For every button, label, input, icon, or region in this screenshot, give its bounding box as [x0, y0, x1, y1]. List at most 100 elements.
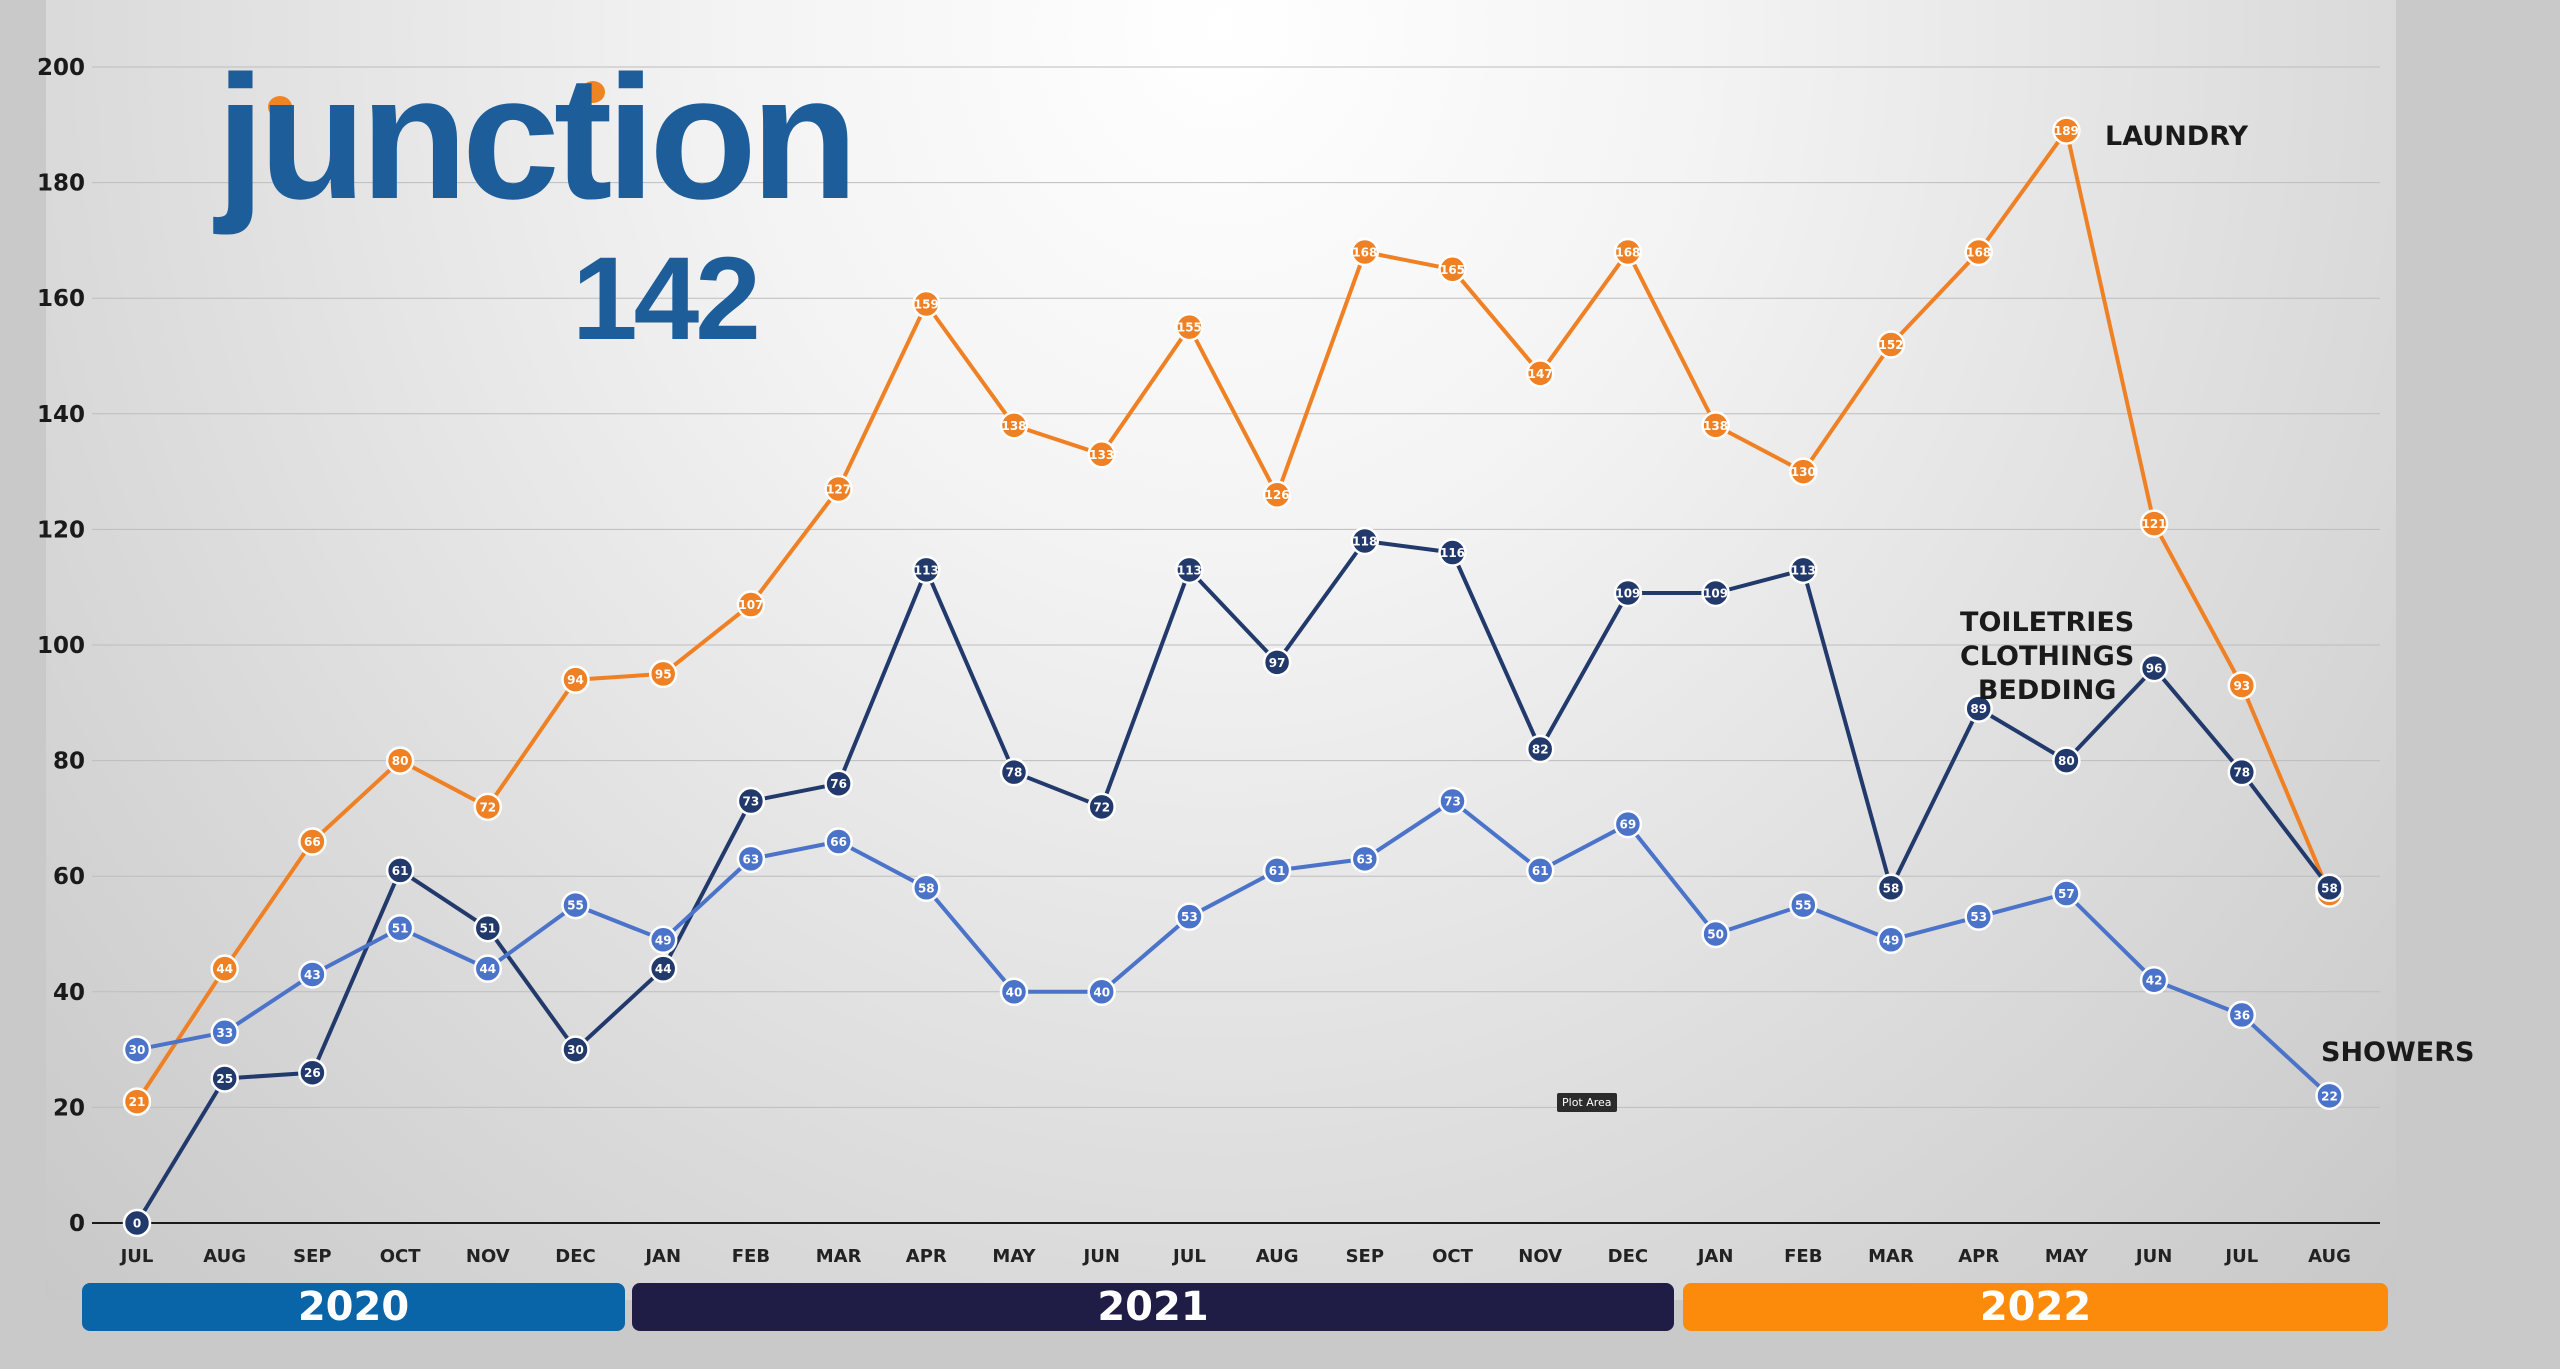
- laundry-data-label: 168: [1966, 245, 1991, 259]
- showers-data-label: 61: [1269, 864, 1286, 878]
- x-tick-label: JUL: [119, 1246, 154, 1267]
- toiletries-data-label: 82: [1532, 743, 1549, 757]
- toiletries-data-label: 80: [2058, 754, 2075, 768]
- y-tick-label: 200: [37, 55, 85, 81]
- laundry-data-label: 80: [392, 754, 409, 768]
- showers-data-label: 63: [743, 852, 760, 866]
- showers-data-label: 66: [830, 835, 847, 849]
- showers-data-label: 43: [304, 968, 321, 982]
- toiletries-point: [1613, 578, 1643, 608]
- toiletries-point: [210, 1064, 239, 1093]
- showers-point: [824, 827, 853, 856]
- x-tick-label: SEP: [293, 1246, 331, 1267]
- toiletries-point: [2227, 757, 2257, 787]
- showers-point: [1789, 890, 1818, 920]
- laundry-point: [1175, 312, 1204, 342]
- laundry-data-label: 66: [304, 835, 321, 849]
- toiletries-label-line: TOILETRIES: [1960, 607, 2135, 638]
- y-tick-label: 100: [37, 633, 85, 659]
- laundry-point: [561, 665, 590, 694]
- laundry-data-label: 126: [1265, 488, 1290, 502]
- showers-point: [1613, 809, 1643, 839]
- x-tick-label: MAR: [1868, 1246, 1914, 1267]
- showers-point: [210, 1018, 239, 1047]
- toiletries-data-label: 113: [914, 563, 939, 577]
- bedding-label-line: BEDDING: [1977, 675, 2117, 706]
- toiletries-point: [1262, 648, 1292, 677]
- laundry-data-label: 138: [1703, 419, 1728, 433]
- year-band-2021: 2021: [632, 1283, 1674, 1331]
- showers-point: [1876, 925, 1906, 955]
- toiletries-data-label: 58: [1883, 881, 1900, 895]
- y-tick-label: 160: [37, 286, 85, 312]
- showers-point: [648, 925, 678, 955]
- showers-point: [2227, 1000, 2257, 1030]
- showers-data-label: 55: [567, 899, 584, 913]
- toiletries-data-label: 109: [1703, 586, 1728, 600]
- y-tick-label: 180: [37, 171, 85, 197]
- laundry-data-label: 121: [2142, 517, 2167, 531]
- laundry-data-label: 165: [1440, 263, 1465, 277]
- laundry-point: [1876, 330, 1906, 359]
- showers-point: [385, 913, 415, 943]
- laundry-point: [2139, 509, 2169, 538]
- toiletries-point: [1876, 873, 1906, 903]
- laundry-point: [1262, 480, 1292, 509]
- showers-series-label: SHOWERS: [2321, 1037, 2475, 1068]
- showers-data-label: 61: [1532, 864, 1549, 878]
- showers-point: [2315, 1081, 2344, 1111]
- y-tick-label: 40: [53, 980, 85, 1006]
- laundry-point: [473, 792, 503, 822]
- showers-point: [736, 844, 766, 874]
- laundry-data-label: 155: [1177, 321, 1202, 335]
- toiletries-data-label: 26: [304, 1066, 321, 1080]
- toiletries-point: [2052, 746, 2081, 775]
- y-tick-label: 120: [37, 517, 85, 543]
- x-tick-label: SEP: [1346, 1246, 1384, 1267]
- showers-point: [1350, 844, 1380, 874]
- laundry-point: [2227, 671, 2257, 700]
- x-tick-label: NOV: [1518, 1246, 1562, 1267]
- x-tick-label: MAY: [2045, 1246, 2089, 1267]
- y-tick-label: 20: [53, 1095, 85, 1121]
- toiletries-data-label: 72: [1093, 800, 1110, 814]
- showers-point: [1262, 856, 1292, 885]
- toiletries-point: [2139, 653, 2169, 683]
- toiletries-point: [122, 1208, 152, 1238]
- showers-data-label: 73: [1444, 795, 1461, 809]
- toiletries-point: [561, 1035, 590, 1064]
- showers-point: [122, 1035, 152, 1064]
- toiletries-point: [1087, 792, 1116, 822]
- showers-point: [999, 977, 1029, 1007]
- toiletries-data-label: 73: [743, 795, 760, 809]
- year-band-2020: 2020: [82, 1283, 625, 1331]
- toiletries-data-label: 78: [2233, 766, 2250, 780]
- toiletries-point: [2315, 873, 2344, 903]
- toiletries-point: [385, 856, 415, 885]
- toiletries-data-label: 61: [392, 864, 409, 878]
- laundry-data-label: 127: [826, 482, 851, 496]
- laundry-data-label: 189: [2054, 124, 2079, 138]
- toiletries-data-label: 51: [479, 922, 496, 936]
- laundry-point: [736, 590, 766, 619]
- laundry-series-label: LAUNDRY: [2105, 121, 2249, 152]
- toiletries-data-label: 30: [567, 1043, 584, 1057]
- showers-point: [1525, 856, 1555, 885]
- x-tick-label: DEC: [1608, 1246, 1648, 1267]
- toiletries-data-label: 113: [1177, 563, 1202, 577]
- laundry-data-label: 44: [216, 962, 233, 976]
- showers-point: [2139, 965, 2169, 995]
- laundry-point: [999, 411, 1029, 440]
- laundry-point: [1350, 237, 1380, 267]
- x-tick-label: APR: [906, 1246, 947, 1267]
- toiletries-data-label: 118: [1352, 534, 1377, 548]
- toiletries-data-label: 116: [1440, 546, 1465, 560]
- laundry-point: [1964, 237, 1993, 267]
- toiletries-point: [1438, 538, 1467, 567]
- x-tick-label: AUG: [1256, 1246, 1299, 1267]
- toiletries-point: [1350, 526, 1380, 556]
- toiletries-data-label: 109: [1615, 586, 1640, 600]
- x-tick-label: JUL: [1171, 1246, 1206, 1267]
- plot-area-tooltip: Plot Area: [1557, 1093, 1617, 1112]
